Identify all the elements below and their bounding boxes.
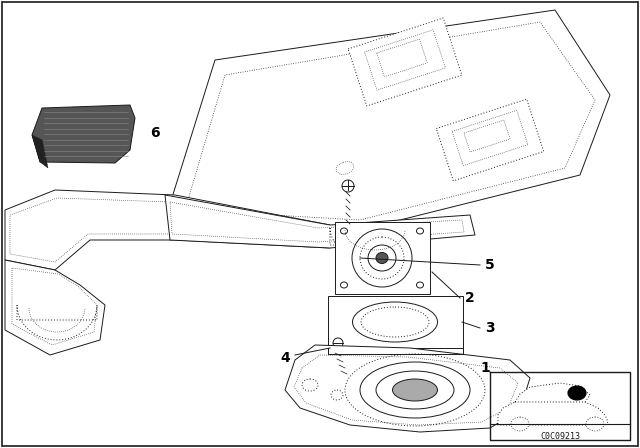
Ellipse shape — [417, 228, 424, 234]
Ellipse shape — [376, 253, 388, 263]
Ellipse shape — [376, 371, 454, 409]
Polygon shape — [5, 260, 105, 355]
Polygon shape — [5, 190, 330, 270]
Polygon shape — [515, 383, 590, 402]
Polygon shape — [328, 296, 463, 348]
Polygon shape — [436, 99, 543, 181]
Text: 6: 6 — [150, 126, 160, 140]
Ellipse shape — [360, 362, 470, 418]
Text: 2: 2 — [465, 291, 475, 305]
Ellipse shape — [352, 229, 412, 287]
Polygon shape — [348, 18, 462, 106]
Ellipse shape — [353, 302, 438, 342]
Polygon shape — [498, 396, 608, 425]
Ellipse shape — [333, 338, 343, 348]
Ellipse shape — [340, 228, 348, 234]
Ellipse shape — [417, 282, 424, 288]
Polygon shape — [285, 345, 530, 432]
Ellipse shape — [392, 379, 438, 401]
Polygon shape — [32, 135, 48, 168]
Text: C0C09213: C0C09213 — [540, 431, 580, 440]
Ellipse shape — [568, 386, 586, 400]
Text: 1: 1 — [480, 361, 490, 375]
Ellipse shape — [360, 237, 404, 279]
Polygon shape — [335, 222, 429, 294]
Polygon shape — [165, 10, 610, 230]
Ellipse shape — [340, 282, 348, 288]
Ellipse shape — [511, 417, 529, 431]
Text: 4: 4 — [280, 351, 290, 365]
Ellipse shape — [586, 417, 604, 431]
Polygon shape — [32, 105, 135, 163]
Ellipse shape — [361, 307, 429, 337]
Ellipse shape — [368, 245, 396, 271]
Ellipse shape — [342, 180, 354, 192]
Text: 5: 5 — [485, 258, 495, 272]
Polygon shape — [165, 195, 475, 248]
Text: 3: 3 — [485, 321, 495, 335]
